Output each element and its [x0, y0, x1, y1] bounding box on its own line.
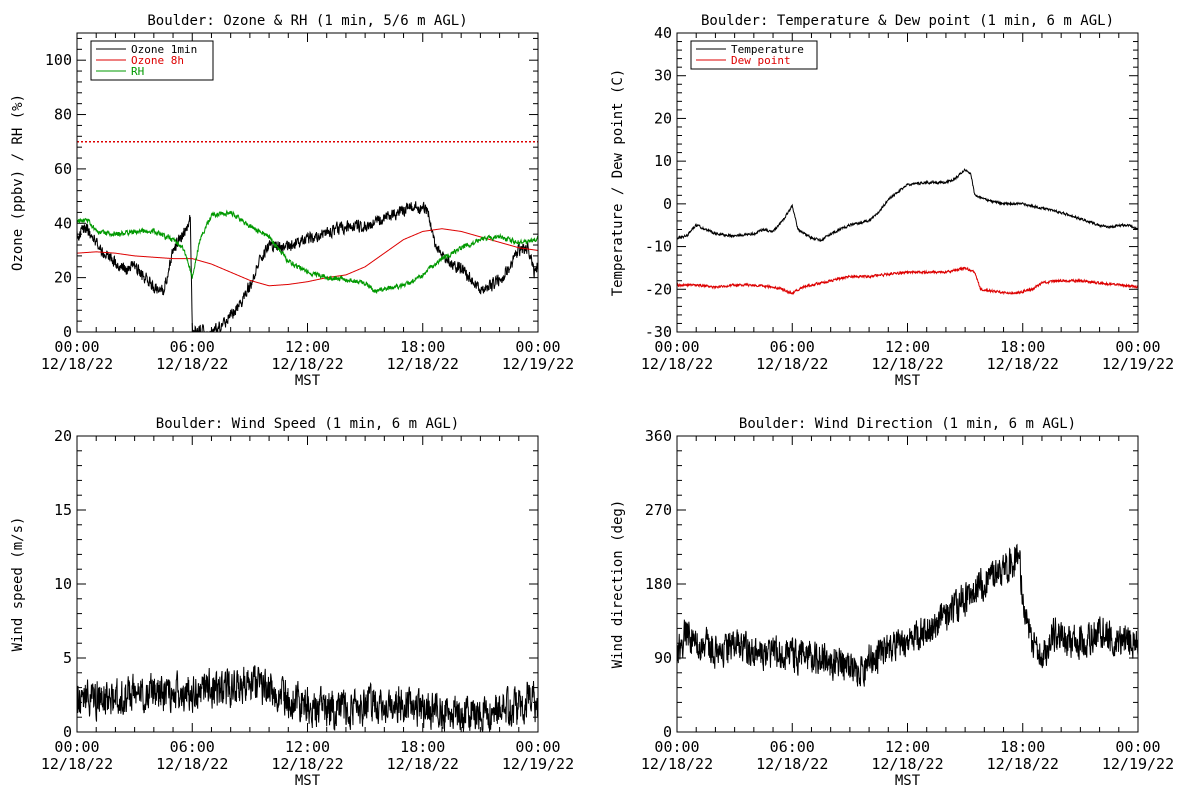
y-tick-label: 20	[654, 109, 672, 127]
x-tick-label-date: 12/18/22	[271, 755, 343, 773]
series-line-ozone-1min	[77, 201, 538, 332]
x-tick-label-time: 12:00	[285, 338, 330, 356]
x-tick-label-time: 12:00	[885, 338, 930, 356]
y-tick-label: 5	[63, 649, 72, 667]
x-tick-label-date: 12/18/22	[156, 355, 228, 373]
series-line-dew-point	[677, 266, 1138, 296]
y-tick-label: 90	[654, 649, 672, 667]
y-tick-label: 360	[645, 427, 672, 445]
series-line-ozone-8h	[77, 228, 538, 287]
x-tick-label-date: 12/19/22	[502, 355, 574, 373]
x-tick-label-date: 12/19/22	[1102, 355, 1174, 373]
chart-title: Boulder: Wind Speed (1 min, 6 m AGL)	[156, 416, 459, 432]
x-tick-label-time: 06:00	[170, 338, 215, 356]
y-axis-label: Wind direction (deg)	[610, 500, 626, 669]
plot-frame	[676, 32, 1139, 333]
series-line-data	[677, 543, 1138, 687]
x-tick-label-date: 12/18/22	[41, 755, 113, 773]
x-tick-label-date: 12/18/22	[871, 355, 943, 373]
chart-panel-ozone: Boulder: Ozone & RH (1 min, 5/6 m AGL) Oz…	[10, 13, 574, 389]
series-line-temperature	[677, 168, 1138, 243]
chart-title: Boulder: Ozone & RH (1 min, 5/6 m AGL)	[147, 13, 467, 29]
y-tick-label: 270	[645, 501, 672, 519]
y-tick-label: 40	[654, 24, 672, 42]
x-tick-label-date: 12/18/22	[756, 755, 828, 773]
x-tick-label-time: 18:00	[400, 738, 445, 756]
y-tick-label: 15	[54, 501, 72, 519]
chart-panel-wdir: Boulder: Wind Direction (1 min, 6 m AGL)…	[610, 416, 1174, 789]
legend-label: Ozone 8h	[131, 54, 184, 67]
x-tick-label-time: 00:00	[54, 738, 99, 756]
chart-panel-temp: Boulder: Temperature & Dew point (1 min,…	[610, 13, 1174, 389]
y-tick-label: 180	[645, 575, 672, 593]
y-tick-label: 0	[663, 195, 672, 213]
x-tick-label-time: 00:00	[1115, 338, 1160, 356]
chart-panel-wspd: Boulder: Wind Speed (1 min, 6 m AGL) Wind…	[10, 416, 574, 789]
plot-frame	[676, 435, 1139, 733]
x-tick-label-time: 18:00	[1000, 738, 1045, 756]
x-tick-label-time: 00:00	[654, 338, 699, 356]
x-tick-label-time: 00:00	[654, 738, 699, 756]
legend-label: Temperature	[731, 43, 804, 56]
x-tick-label-time: 06:00	[170, 738, 215, 756]
y-tick-label: -10	[645, 238, 672, 256]
y-tick-label: -30	[645, 323, 672, 341]
x-tick-label-date: 12/18/22	[641, 355, 713, 373]
chart-title: Boulder: Temperature & Dew point (1 min,…	[701, 13, 1114, 29]
x-tick-label-time: 12:00	[285, 738, 330, 756]
series-line-data	[77, 665, 538, 732]
y-tick-label: -20	[645, 280, 672, 298]
plot-frame	[76, 435, 539, 733]
plot-frame	[76, 32, 539, 333]
x-axis-label: MST	[295, 373, 321, 389]
y-tick-label: 100	[45, 51, 72, 69]
x-tick-label-time: 00:00	[1115, 738, 1160, 756]
x-axis-label: MST	[895, 773, 921, 789]
x-tick-label-date: 12/18/22	[41, 355, 113, 373]
x-axis-label: MST	[895, 373, 921, 389]
chart-title: Boulder: Wind Direction (1 min, 6 m AGL)	[739, 416, 1076, 432]
x-tick-label-date: 12/18/22	[987, 355, 1059, 373]
y-tick-label: 0	[663, 723, 672, 741]
legend-label: RH	[131, 65, 144, 78]
x-tick-label-date: 12/18/22	[871, 755, 943, 773]
x-tick-label-time: 00:00	[515, 338, 560, 356]
y-tick-label: 20	[54, 269, 72, 287]
x-tick-label-time: 06:00	[770, 338, 815, 356]
y-tick-label: 30	[654, 67, 672, 85]
y-tick-label: 40	[54, 214, 72, 232]
y-tick-label: 80	[54, 106, 72, 124]
legend-label: Ozone 1min	[131, 43, 197, 56]
x-tick-label-date: 12/19/22	[1102, 755, 1174, 773]
legend-box	[690, 40, 818, 70]
y-tick-label: 60	[54, 160, 72, 178]
x-tick-label-date: 12/19/22	[502, 755, 574, 773]
y-tick-label: 0	[63, 323, 72, 341]
x-tick-label-date: 12/18/22	[271, 355, 343, 373]
x-tick-label-time: 00:00	[54, 338, 99, 356]
y-tick-label: 10	[654, 152, 672, 170]
x-tick-label-date: 12/18/22	[387, 355, 459, 373]
x-tick-label-date: 12/18/22	[987, 755, 1059, 773]
y-tick-label: 10	[54, 575, 72, 593]
y-tick-label: 20	[54, 427, 72, 445]
y-axis-label: Temperature / Dew point (C)	[610, 69, 626, 297]
y-axis-label: Wind speed (m/s)	[10, 517, 26, 652]
x-axis-label: MST	[295, 773, 321, 789]
x-tick-label-time: 18:00	[1000, 338, 1045, 356]
x-tick-label-date: 12/18/22	[641, 755, 713, 773]
x-tick-label-date: 12/18/22	[156, 755, 228, 773]
x-tick-label-time: 12:00	[885, 738, 930, 756]
x-tick-label-time: 00:00	[515, 738, 560, 756]
y-tick-label: 0	[63, 723, 72, 741]
legend-label: Dew point	[731, 54, 791, 67]
x-tick-label-time: 18:00	[400, 338, 445, 356]
x-tick-label-date: 12/18/22	[756, 355, 828, 373]
x-tick-label-time: 06:00	[770, 738, 815, 756]
y-axis-label: Ozone (ppbv) / RH (%)	[10, 94, 26, 271]
series-line-rh	[77, 209, 538, 294]
x-tick-label-date: 12/18/22	[387, 755, 459, 773]
